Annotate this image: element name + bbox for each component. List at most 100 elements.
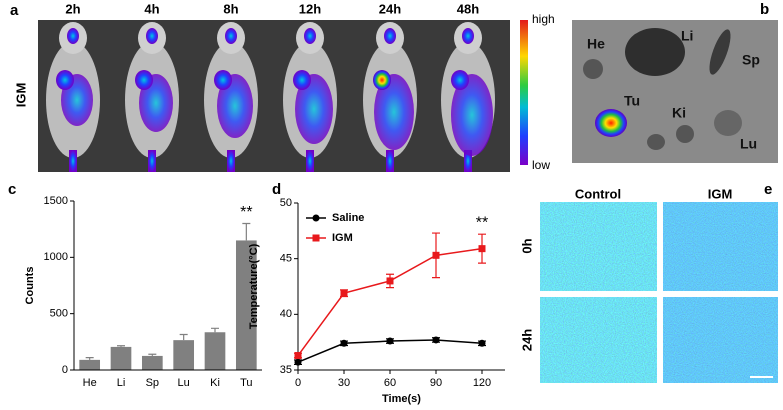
bar xyxy=(173,340,195,370)
tumor-signal xyxy=(373,70,391,90)
y-tick-label: 50 xyxy=(280,197,292,209)
marker xyxy=(294,352,302,360)
micrograph xyxy=(540,202,657,291)
micrograph xyxy=(540,297,657,383)
legend-marker xyxy=(312,234,320,242)
x-tick-label: 30 xyxy=(338,377,350,389)
colorbar xyxy=(520,20,528,165)
marker xyxy=(386,337,394,345)
head-signal xyxy=(146,28,158,44)
y-axis-title: Temperature(°C) xyxy=(248,243,260,329)
mouse-images xyxy=(46,22,495,172)
x-tick-label: 120 xyxy=(473,377,491,389)
micrograph xyxy=(663,202,778,291)
panel-label: c xyxy=(8,181,16,198)
marker xyxy=(478,245,486,253)
tail-signal xyxy=(386,150,394,172)
marker xyxy=(294,358,302,366)
bar xyxy=(235,240,257,370)
organ-label: Lu xyxy=(740,136,757,152)
tail-signal xyxy=(227,150,235,172)
x-tick-label: 60 xyxy=(384,377,396,389)
time-label: 12h xyxy=(299,1,321,16)
legend-label: IGM xyxy=(332,232,353,244)
organ xyxy=(709,29,731,75)
column-label: IGM xyxy=(708,186,733,201)
y-tick-label: 1000 xyxy=(44,251,68,263)
marker xyxy=(340,339,348,347)
head-signal xyxy=(67,28,79,44)
organ-label: Tu xyxy=(624,93,640,109)
marker xyxy=(386,277,394,285)
y-axis-title: Counts xyxy=(24,267,36,305)
organ-label: He xyxy=(587,36,605,52)
organ-label: Sp xyxy=(742,52,760,68)
legend-label: Saline xyxy=(332,212,364,224)
head-signal xyxy=(462,28,474,44)
marker xyxy=(478,339,486,347)
colorbar-label: low xyxy=(532,158,550,172)
bar xyxy=(79,359,101,370)
x-tick-label: Lu xyxy=(178,377,190,389)
bar xyxy=(141,355,163,370)
x-axis-title: Time(s) xyxy=(382,393,421,405)
tail-signal xyxy=(148,150,156,172)
error-bar xyxy=(242,222,251,241)
body-signal xyxy=(451,74,493,156)
tumor-signal xyxy=(56,70,74,90)
head-signal xyxy=(225,28,237,44)
marker xyxy=(432,336,440,344)
error-bar xyxy=(148,353,157,356)
head-signal xyxy=(304,28,316,44)
head-signal xyxy=(384,28,396,44)
annotation: ** xyxy=(476,214,488,231)
bar xyxy=(204,332,226,370)
body-signal xyxy=(295,74,333,144)
annotation: ** xyxy=(240,204,252,221)
y-tick-label: 1500 xyxy=(44,195,68,207)
x-tick-label: 0 xyxy=(295,377,301,389)
y-tick-label: 35 xyxy=(280,364,292,376)
body-signal xyxy=(374,74,414,150)
tail-signal xyxy=(69,150,77,172)
y-tick-label: 0 xyxy=(62,364,68,376)
tumor-signal xyxy=(135,70,153,90)
organ xyxy=(595,109,627,137)
time-label: 2h xyxy=(65,1,80,16)
x-tick-label: Li xyxy=(117,377,126,389)
imaging-background xyxy=(38,20,510,172)
panel-label: d xyxy=(272,181,281,198)
micrograph xyxy=(663,297,778,383)
row-label: IGM xyxy=(13,83,28,108)
organ xyxy=(583,59,603,79)
tail-signal xyxy=(306,150,314,172)
error-bar xyxy=(117,345,125,347)
time-label: 8h xyxy=(223,1,238,16)
organ xyxy=(714,110,742,136)
panel-label: a xyxy=(10,2,19,19)
y-tick-label: 45 xyxy=(280,253,292,265)
colorbar-label: high xyxy=(532,12,555,26)
time-label: 4h xyxy=(144,1,159,16)
x-tick-label: 90 xyxy=(430,377,442,389)
x-tick-label: Ki xyxy=(210,377,220,389)
organ xyxy=(647,134,665,150)
error-bar xyxy=(211,327,219,333)
column-label: Control xyxy=(575,186,621,201)
time-label: 24h xyxy=(379,1,401,16)
body-signal xyxy=(217,74,253,138)
error-bar xyxy=(179,333,188,341)
marker xyxy=(432,251,440,259)
x-tick-label: He xyxy=(83,377,97,389)
bar xyxy=(110,346,132,370)
x-tick-label: Tu xyxy=(240,377,252,389)
tumor-signal xyxy=(293,70,311,90)
marker xyxy=(340,289,348,297)
x-tick-label: Sp xyxy=(146,377,159,389)
organ-label: Ki xyxy=(672,105,686,121)
tail-signal xyxy=(464,150,472,172)
panel-label: b xyxy=(760,1,769,18)
organ xyxy=(625,28,685,76)
y-tick-label: 40 xyxy=(280,308,292,320)
